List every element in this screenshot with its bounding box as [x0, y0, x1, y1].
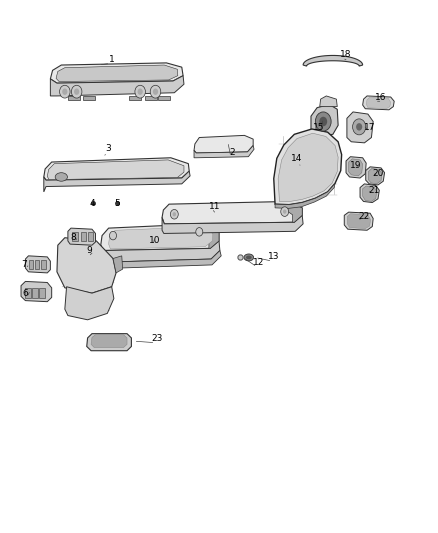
Text: 20: 20 [372, 169, 383, 177]
Polygon shape [65, 287, 114, 320]
Circle shape [315, 112, 331, 131]
Text: 17: 17 [364, 124, 376, 132]
Circle shape [135, 85, 145, 98]
Polygon shape [145, 96, 157, 100]
Polygon shape [50, 76, 184, 96]
Polygon shape [56, 65, 178, 82]
Circle shape [110, 231, 117, 240]
Text: 8: 8 [71, 233, 77, 242]
Polygon shape [346, 157, 366, 178]
Polygon shape [68, 228, 95, 245]
Polygon shape [101, 251, 221, 269]
Text: 22: 22 [358, 213, 369, 221]
Text: 18: 18 [340, 51, 352, 59]
Polygon shape [91, 335, 127, 348]
Text: 4: 4 [89, 199, 95, 207]
Polygon shape [278, 133, 338, 201]
Polygon shape [311, 104, 338, 136]
Polygon shape [29, 260, 33, 269]
Text: 6: 6 [22, 289, 28, 297]
Polygon shape [39, 288, 45, 298]
Text: 1: 1 [109, 55, 115, 63]
Polygon shape [32, 288, 38, 298]
Text: 11: 11 [209, 202, 220, 211]
Text: 23: 23 [151, 334, 162, 343]
Polygon shape [274, 129, 342, 205]
Text: 19: 19 [350, 161, 361, 169]
Polygon shape [129, 96, 141, 100]
Polygon shape [113, 256, 123, 273]
Circle shape [62, 88, 67, 95]
Circle shape [281, 207, 289, 216]
Polygon shape [21, 281, 52, 302]
Polygon shape [41, 260, 46, 269]
Circle shape [74, 88, 79, 95]
Text: 13: 13 [268, 253, 279, 261]
Ellipse shape [246, 255, 251, 259]
Text: 10: 10 [149, 237, 160, 245]
Polygon shape [68, 96, 80, 100]
Polygon shape [368, 168, 382, 184]
Polygon shape [83, 96, 95, 100]
Text: 12: 12 [253, 259, 264, 267]
Text: 14: 14 [291, 154, 303, 163]
Text: 2: 2 [230, 148, 235, 157]
Circle shape [60, 85, 70, 98]
Circle shape [150, 85, 161, 98]
Polygon shape [200, 224, 219, 248]
Circle shape [356, 123, 362, 131]
Polygon shape [320, 96, 337, 107]
Circle shape [170, 209, 178, 219]
Polygon shape [101, 224, 219, 251]
Polygon shape [44, 158, 189, 180]
Polygon shape [57, 238, 116, 293]
Text: 15: 15 [313, 124, 325, 132]
Polygon shape [344, 212, 373, 230]
Circle shape [71, 85, 82, 98]
Circle shape [196, 228, 203, 236]
Polygon shape [101, 241, 220, 266]
Circle shape [353, 119, 366, 135]
Ellipse shape [55, 173, 67, 181]
Polygon shape [81, 232, 86, 241]
Polygon shape [275, 183, 335, 208]
Polygon shape [162, 215, 303, 233]
Polygon shape [286, 201, 302, 222]
Polygon shape [44, 171, 190, 192]
Polygon shape [47, 160, 184, 180]
Text: 9: 9 [86, 246, 92, 255]
Polygon shape [109, 227, 213, 249]
Circle shape [319, 117, 327, 126]
Circle shape [283, 209, 286, 214]
Circle shape [173, 212, 176, 216]
Polygon shape [50, 63, 183, 83]
Polygon shape [88, 232, 93, 241]
Ellipse shape [244, 254, 254, 261]
Circle shape [138, 88, 143, 95]
Text: 3: 3 [106, 144, 112, 152]
Polygon shape [347, 214, 371, 229]
Polygon shape [347, 112, 373, 143]
Polygon shape [72, 232, 78, 241]
Text: 16: 16 [375, 93, 387, 101]
Polygon shape [363, 96, 394, 110]
Text: 5: 5 [114, 199, 120, 207]
Polygon shape [194, 135, 253, 153]
Polygon shape [366, 97, 391, 109]
Polygon shape [194, 146, 254, 158]
Polygon shape [35, 260, 39, 269]
Polygon shape [363, 186, 377, 201]
Polygon shape [158, 96, 170, 100]
Polygon shape [303, 55, 363, 66]
Text: 21: 21 [368, 186, 379, 195]
Polygon shape [349, 159, 363, 176]
Circle shape [153, 88, 158, 95]
Text: 7: 7 [21, 260, 27, 269]
Polygon shape [162, 201, 302, 224]
Polygon shape [25, 256, 50, 273]
Polygon shape [366, 167, 385, 185]
Polygon shape [87, 334, 131, 351]
Polygon shape [25, 288, 31, 298]
Polygon shape [360, 184, 379, 203]
